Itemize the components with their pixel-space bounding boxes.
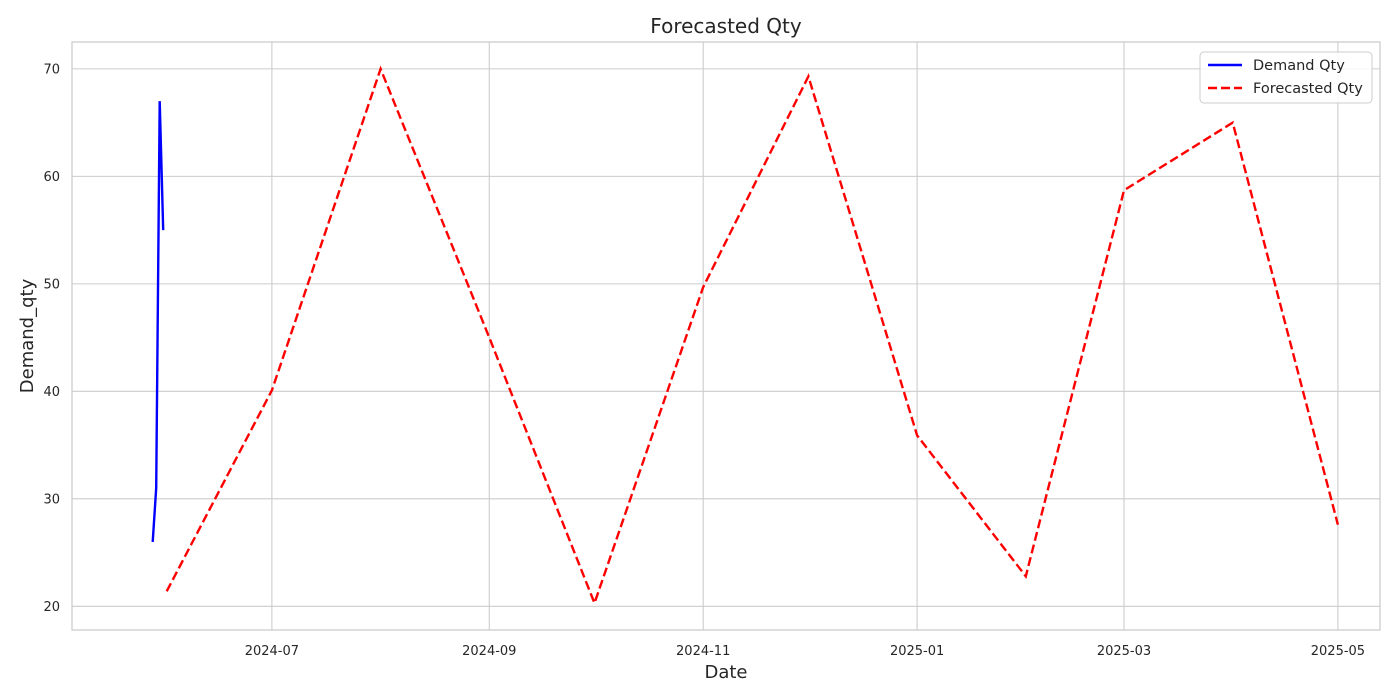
series-lines (151, 65, 1340, 607)
legend-label: Forecasted Qty (1253, 81, 1363, 97)
x-tick-label: 2025-01 (890, 644, 944, 659)
legend-label: Demand Qty (1253, 58, 1345, 74)
y-tick-label: 20 (43, 600, 60, 615)
grid-lines (72, 42, 1380, 630)
y-axis-title: Demand_qty (17, 278, 38, 393)
y-tick-label: 40 (43, 385, 60, 400)
tick-labels: 2024-07 2024-09 2024-11 2025-01 2025-03 2025-… (43, 62, 1365, 659)
y-tick-label: 30 (43, 492, 60, 507)
series-line-1 (151, 101, 165, 542)
x-tick-label: 2025-05 (1311, 644, 1365, 659)
chart-title: Forecasted Qty (650, 14, 802, 38)
plot-frame (71, 41, 1381, 631)
y-tick-label: 50 (43, 277, 60, 292)
legend: Demand Qty Forecasted Qty (1199, 51, 1373, 104)
x-tick-label: 2024-07 (245, 644, 299, 659)
y-tick-label: 70 (43, 62, 60, 77)
legend-box (1199, 51, 1373, 104)
y-tick-label: 60 (43, 170, 60, 185)
x-axis-title: Date (704, 662, 747, 683)
x-tick-label: 2025-03 (1097, 644, 1151, 659)
x-tick-label: 2024-11 (676, 644, 730, 659)
x-tick-label: 2024-09 (462, 644, 516, 659)
series-line-2 (165, 65, 1340, 607)
